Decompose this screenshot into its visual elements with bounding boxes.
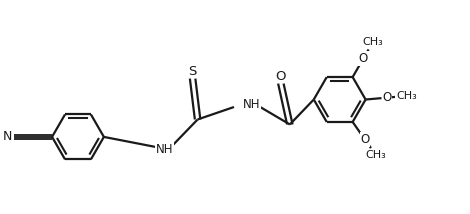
Text: CH₃: CH₃ (396, 91, 417, 101)
Text: NH: NH (243, 98, 261, 111)
Text: N: N (3, 130, 12, 143)
Text: S: S (188, 65, 197, 78)
Text: O: O (360, 133, 369, 146)
Text: CH₃: CH₃ (366, 150, 386, 160)
Text: O: O (359, 52, 368, 65)
Text: CH₃: CH₃ (363, 37, 384, 47)
Text: NH: NH (156, 143, 173, 156)
Text: O: O (382, 91, 392, 104)
Text: O: O (275, 70, 286, 83)
